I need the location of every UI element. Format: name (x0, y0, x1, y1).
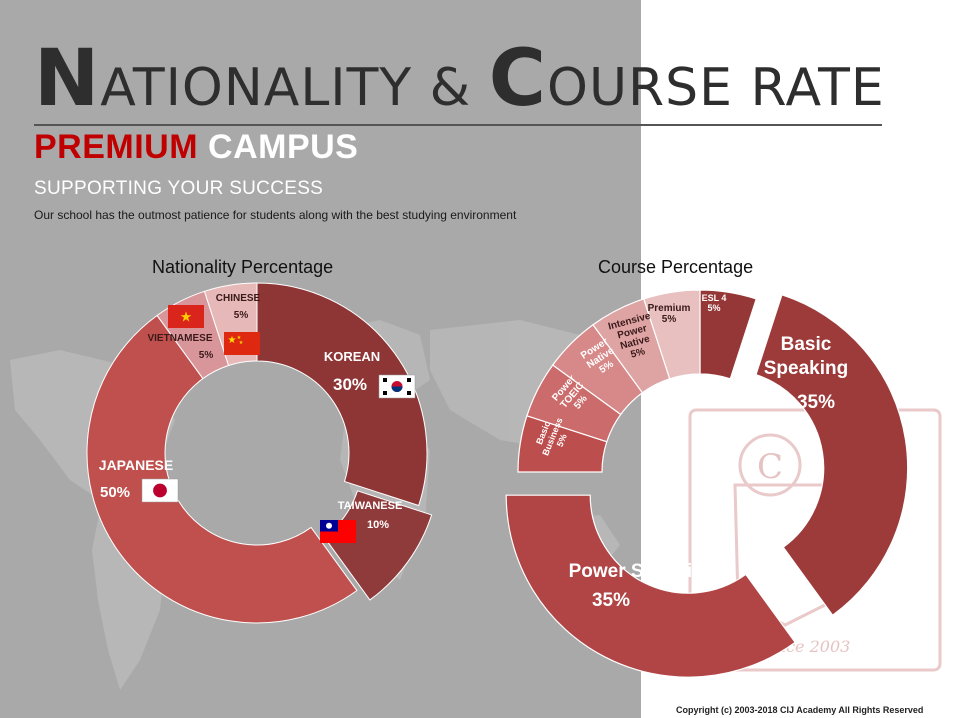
nationality-label-vietnamese: VIETNAMESE (147, 333, 212, 344)
course-label-power-speaking-line-1: Power Speaking (569, 561, 716, 582)
course-label-esl-4-line-1: ESL 4 (702, 293, 727, 303)
course-slice-power-speaking (505, 494, 797, 678)
course-label-premium-line-1: Premium (648, 303, 691, 314)
course-percent-intensive-power-native: 5% (629, 346, 646, 360)
nationality-slice-taiwanese (323, 490, 433, 601)
nationality-label-chinese: CHINESE (216, 293, 261, 304)
page-title: NATIONALITY & COURSE RATE (34, 40, 885, 118)
description: Our school has the outmost patience for … (34, 208, 517, 222)
tagline: SUPPORTING YOUR SUCCESS (34, 178, 324, 199)
campus-subtitle: PREMIUM CAMPUS (34, 128, 358, 167)
nationality-percent-japanese: 50% (100, 484, 130, 501)
course-percent-esl-4: 5% (707, 303, 720, 313)
course-label-group-esl-4: ESL 45% (702, 293, 727, 313)
nationality-label-korean: KOREAN (324, 349, 380, 364)
nationality-percent-korean: 30% (333, 375, 367, 394)
subtitle-premium: PREMIUM (34, 128, 199, 166)
nationality-label-japanese: JAPANESE (99, 457, 173, 473)
nationality-slice-korean (256, 282, 428, 507)
title-second-capital: C (488, 34, 548, 124)
nationality-percent-vietnamese: 5% (199, 350, 214, 361)
course-slice-premium (643, 289, 701, 380)
japan-flag-icon (141, 478, 179, 503)
watermark-letter: C (757, 447, 783, 487)
title-underline (34, 124, 882, 126)
watermark-circle (738, 433, 802, 497)
course-label-basic-speaking-line-1: Basic (781, 334, 832, 355)
course-percent-basic-speaking: 35% (797, 392, 835, 413)
course-percent-power-speaking: 35% (592, 590, 630, 611)
course-slice-esl-4 (699, 289, 757, 380)
nationality-percent-chinese: 5% (234, 310, 249, 321)
course-percent-premium: 5% (662, 314, 677, 325)
taiwan-flag-icon (320, 520, 356, 543)
copyright: Copyright (c) 2003-2018 CIJ Academy All … (676, 705, 924, 715)
china-flag-icon: ★ ★★ (224, 332, 260, 355)
subtitle-campus: CAMPUS (208, 128, 359, 166)
title-first-capital: N (34, 34, 101, 124)
svg-text:★: ★ (239, 340, 244, 346)
course-percent-basic-business: 5% (555, 432, 569, 448)
title-second-rest: OURSE RATE (547, 58, 885, 118)
nationality-slice-japanese (86, 314, 358, 624)
svg-text:★: ★ (237, 335, 242, 341)
korea-flag-icon (378, 374, 416, 399)
title-first-rest: ATIONALITY & (100, 58, 489, 118)
course-chart-title: Course Percentage (598, 257, 754, 277)
nationality-percent-taiwanese: 10% (367, 519, 389, 531)
course-label-basic-speaking-line-2: Speaking (764, 358, 848, 379)
nationality-chart-title: Nationality Percentage (152, 257, 334, 277)
vietnam-flag-icon: ★ (168, 305, 204, 328)
svg-text:★: ★ (228, 335, 237, 346)
svg-text:★: ★ (180, 309, 193, 325)
course-slice-basic-speaking (755, 294, 909, 617)
nationality-label-taiwanese: TAIWANESE (338, 500, 403, 512)
